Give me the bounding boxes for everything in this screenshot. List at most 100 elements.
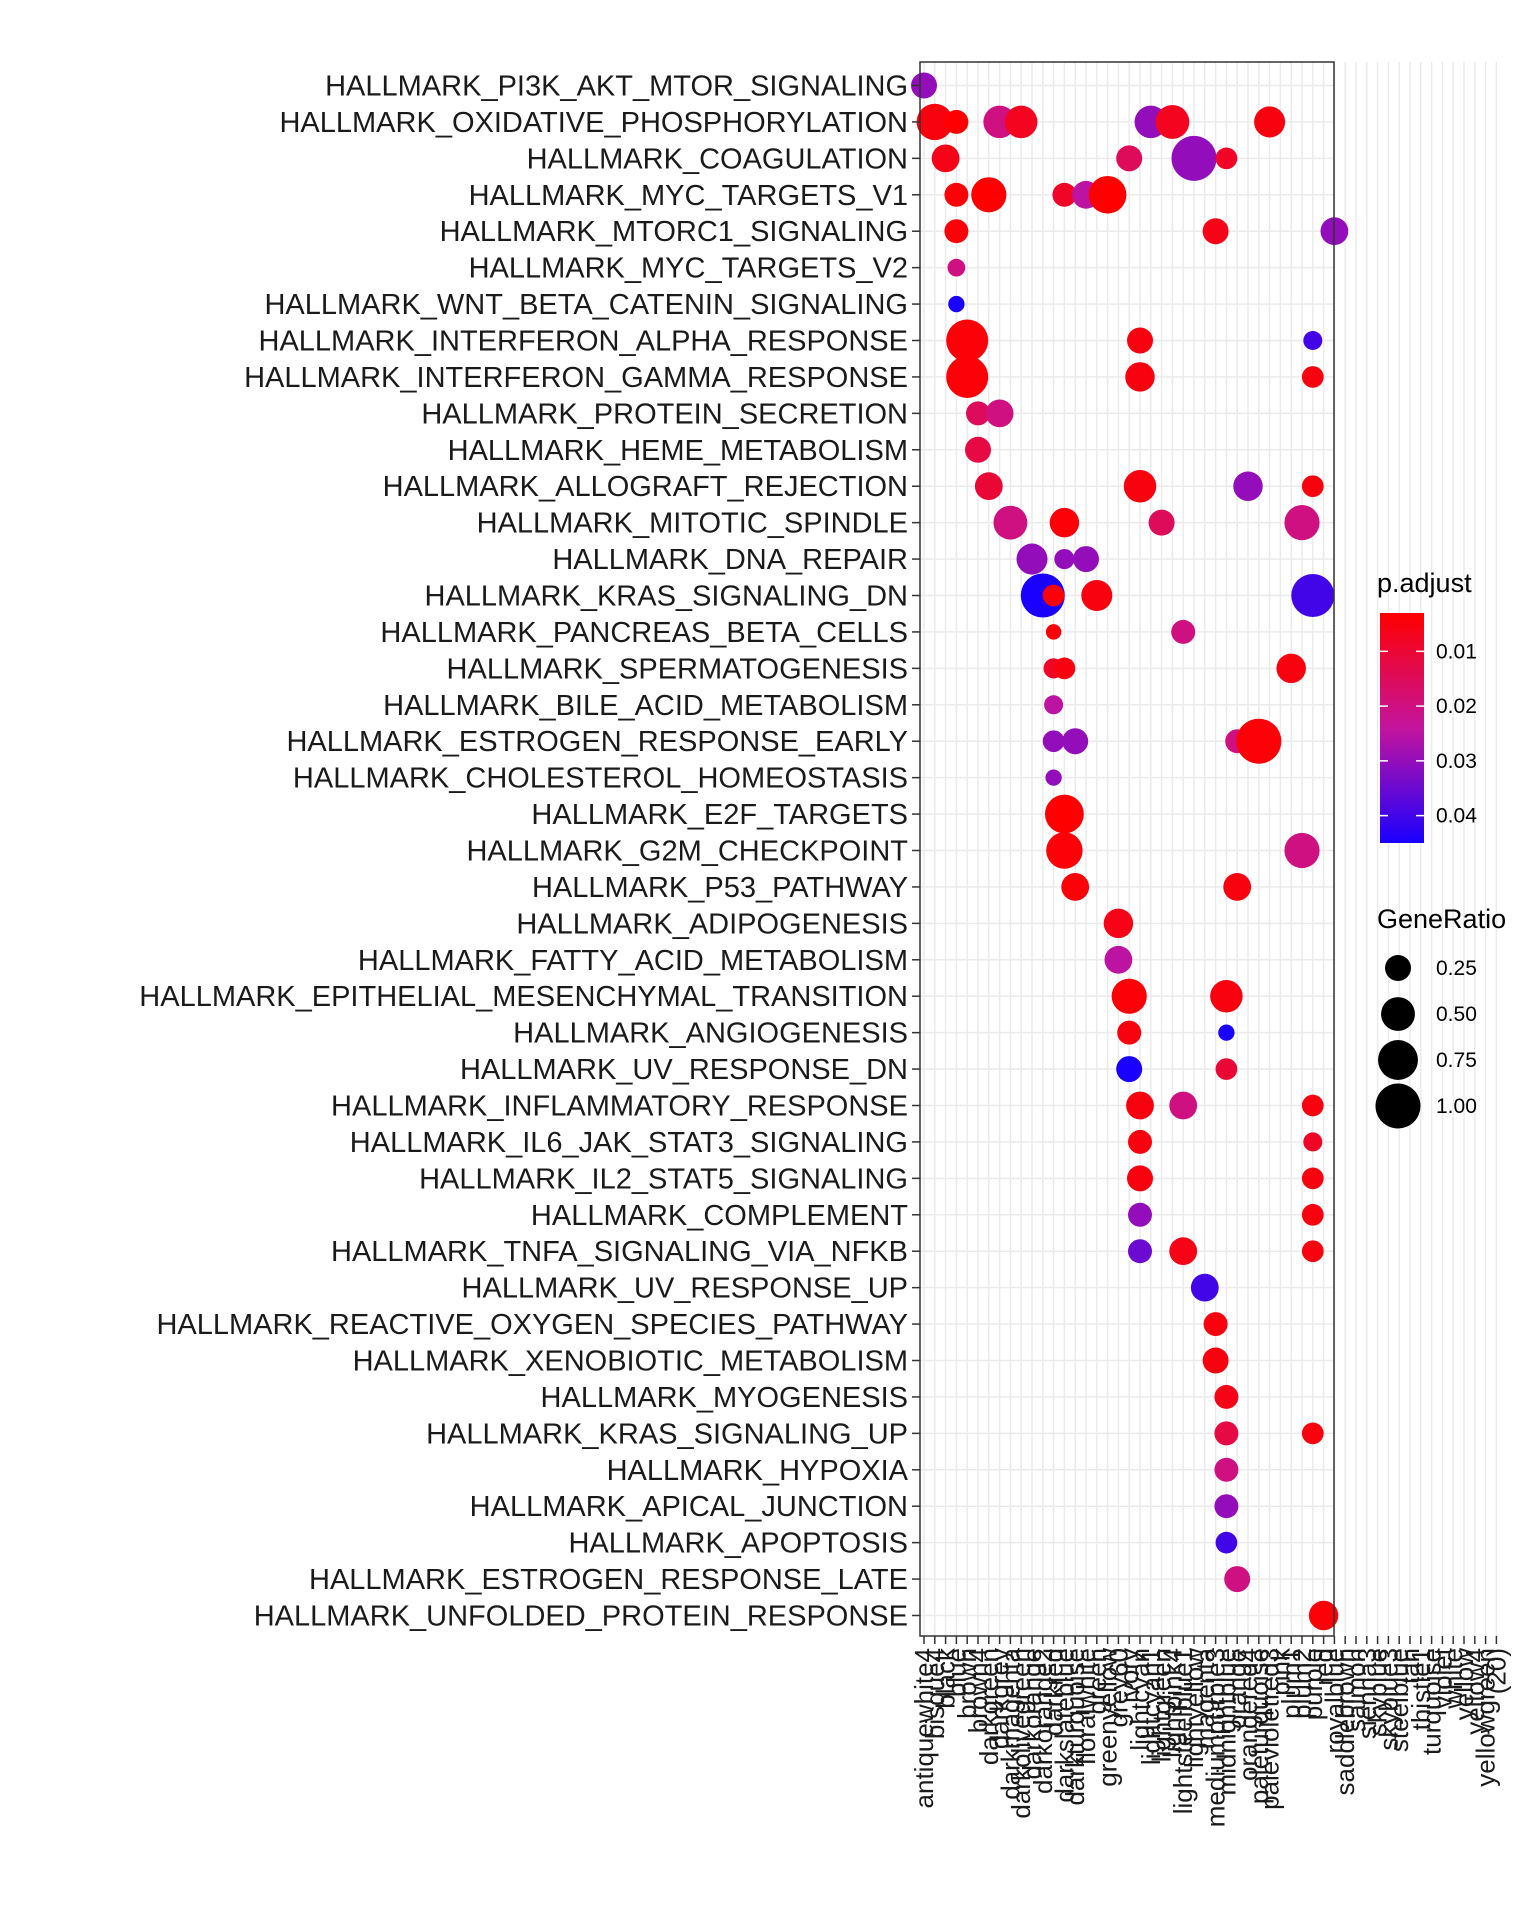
y-tick-label: HALLMARK_PROTEIN_SECRETION xyxy=(421,398,908,430)
data-point xyxy=(1301,1240,1324,1263)
x-tick-label: yellow xyxy=(1449,1648,1479,1720)
data-point xyxy=(1171,135,1217,181)
data-point xyxy=(971,177,1007,213)
data-point xyxy=(1061,873,1090,901)
data-point xyxy=(1042,584,1065,607)
data-point xyxy=(1301,1094,1324,1117)
y-tick-label: HALLMARK_EPITHELIAL_MESENCHYMAL_TRANSITI… xyxy=(139,981,908,1013)
y-tick-label: HALLMARK_ESTROGEN_RESPONSE_EARLY xyxy=(286,726,908,758)
data-point xyxy=(944,109,969,134)
data-point xyxy=(1104,945,1133,974)
y-tick-label: HALLMARK_OXIDATIVE_PHOSPHORYLATION xyxy=(279,107,908,139)
x-tick-label: lightsteelblue1 xyxy=(1168,1648,1198,1814)
x-tick-label: lightpink4 xyxy=(1157,1648,1187,1758)
color-legend: p.adjust 0.01 0.02 0.03 0.04 xyxy=(1377,568,1477,843)
x-tick-label: darkorange2 xyxy=(1028,1648,1058,1794)
y-tick-label: HALLMARK_ADIPOGENESIS xyxy=(516,908,908,940)
data-point xyxy=(1049,507,1080,538)
data-point xyxy=(1053,657,1076,680)
data-point xyxy=(1301,1422,1324,1445)
data-point xyxy=(1301,366,1324,388)
x-tick-label: lightyellow xyxy=(1179,1648,1209,1768)
x-tick-label: mediumpurple3 xyxy=(1201,1648,1231,1827)
data-point xyxy=(1081,579,1113,612)
x-tick-label: green xyxy=(1082,1648,1112,1715)
data-point xyxy=(1224,1566,1251,1593)
size-legend: GeneRatio 0.25 0.50 0.75 1.00 xyxy=(1375,904,1506,1129)
data-point xyxy=(1073,546,1099,573)
data-point xyxy=(1044,695,1064,715)
x-tick-label: turquoise xyxy=(1417,1648,1447,1755)
data-point xyxy=(993,505,1028,540)
y-tick-label: HALLMARK_ANGIOGENESIS xyxy=(513,1018,908,1050)
data-point xyxy=(1004,105,1038,139)
x-tick-label: tan xyxy=(1395,1648,1425,1684)
x-tick-label: pink xyxy=(1265,1647,1295,1696)
x-tick-label: midnightblue xyxy=(1211,1648,1241,1795)
y-tick-label: HALLMARK_INTERFERON_ALPHA_RESPONSE xyxy=(259,326,908,358)
data-point xyxy=(1125,362,1155,392)
y-tick-label: HALLMARK_KRAS_SIGNALING_UP xyxy=(426,1418,908,1450)
color-legend-label: 0.01 xyxy=(1436,640,1477,663)
size-legend-label: 0.75 xyxy=(1436,1049,1477,1072)
y-tick-label: HALLMARK_UNFOLDED_PROTEIN_RESPONSE xyxy=(254,1601,908,1633)
y-tick-label: HALLMARK_COMPLEMENT xyxy=(531,1200,908,1232)
data-point xyxy=(1045,624,1062,640)
size-legend-dot xyxy=(1381,997,1415,1031)
x-tick-label: bisque4 xyxy=(920,1648,950,1739)
x-tick-label: plum1 xyxy=(1276,1648,1306,1719)
x-tick-label: greenyellow xyxy=(1093,1648,1123,1787)
y-tick-label: HALLMARK_MYC_TARGETS_V1 xyxy=(469,180,908,212)
data-point xyxy=(1223,873,1252,901)
x-tick-label: sienna3 xyxy=(1352,1648,1382,1739)
data-point xyxy=(946,319,989,362)
y-tick-label: HALLMARK_INTERFERON_GAMMA_RESPONSE xyxy=(244,362,908,394)
data-point xyxy=(1116,145,1143,172)
data-point xyxy=(1190,1273,1219,1302)
data-point xyxy=(1215,1531,1238,1554)
x-tick-label: royalblue xyxy=(1319,1648,1349,1754)
x-tick-label: salmon xyxy=(1341,1648,1371,1732)
data-point xyxy=(1016,543,1048,575)
data-point xyxy=(1202,1347,1229,1374)
color-legend-title: p.adjust xyxy=(1377,568,1472,598)
y-tick-label: HALLMARK_UV_RESPONSE_DN xyxy=(460,1054,908,1086)
color-legend-bar xyxy=(1380,613,1424,843)
y-tick-label: HALLMARK_ESTROGEN_RESPONSE_LATE xyxy=(309,1564,908,1596)
color-legend-label: 0.04 xyxy=(1436,805,1477,828)
x-tick-label: skyblue3 xyxy=(1373,1648,1403,1751)
data-point xyxy=(947,258,966,277)
data-points xyxy=(911,72,1349,1631)
data-point xyxy=(1117,1020,1142,1045)
y-tick-label: HALLMARK_MTORC1_SIGNALING xyxy=(440,216,908,248)
data-point xyxy=(1128,1202,1152,1227)
data-point xyxy=(1128,1239,1152,1264)
data-point xyxy=(1303,1132,1323,1152)
data-point xyxy=(916,103,954,141)
y-tick-label: HALLMARK_E2F_TARGETS xyxy=(531,799,908,831)
x-tick-label: palevioletred3 xyxy=(1255,1648,1285,1810)
data-point xyxy=(1214,1421,1239,1446)
x-tick-label: darkmagenta xyxy=(995,1647,1025,1799)
x-tick-label: black xyxy=(931,1647,961,1709)
y-tick-label: HALLMARK_TNFA_SIGNALING_VIA_NFKB xyxy=(331,1236,908,1268)
y-tick-label: HALLMARK_MYC_TARGETS_V2 xyxy=(469,253,908,285)
y-tick-label: HALLMARK_ALLOGRAFT_REJECTION xyxy=(383,471,908,503)
size-legend-label: 0.50 xyxy=(1436,1003,1477,1026)
data-point xyxy=(1214,1457,1239,1482)
data-point xyxy=(985,399,1014,428)
data-point xyxy=(948,295,965,313)
x-tick-label: white xyxy=(1438,1648,1468,1710)
y-tick-label: HALLMARK_APICAL_JUNCTION xyxy=(470,1491,908,1523)
data-point xyxy=(1284,505,1320,541)
data-point xyxy=(1284,832,1320,869)
y-tick-label: HALLMARK_PANCREAS_BETA_CELLS xyxy=(380,617,908,649)
x-tick-label: lightcyan xyxy=(1125,1648,1155,1751)
data-point xyxy=(1123,469,1157,503)
data-point xyxy=(1218,1024,1235,1041)
data-point xyxy=(1148,509,1175,536)
y-tick-label: HALLMARK_HEME_METABOLISM xyxy=(448,435,908,467)
data-point xyxy=(966,401,990,426)
data-point xyxy=(1045,769,1062,786)
